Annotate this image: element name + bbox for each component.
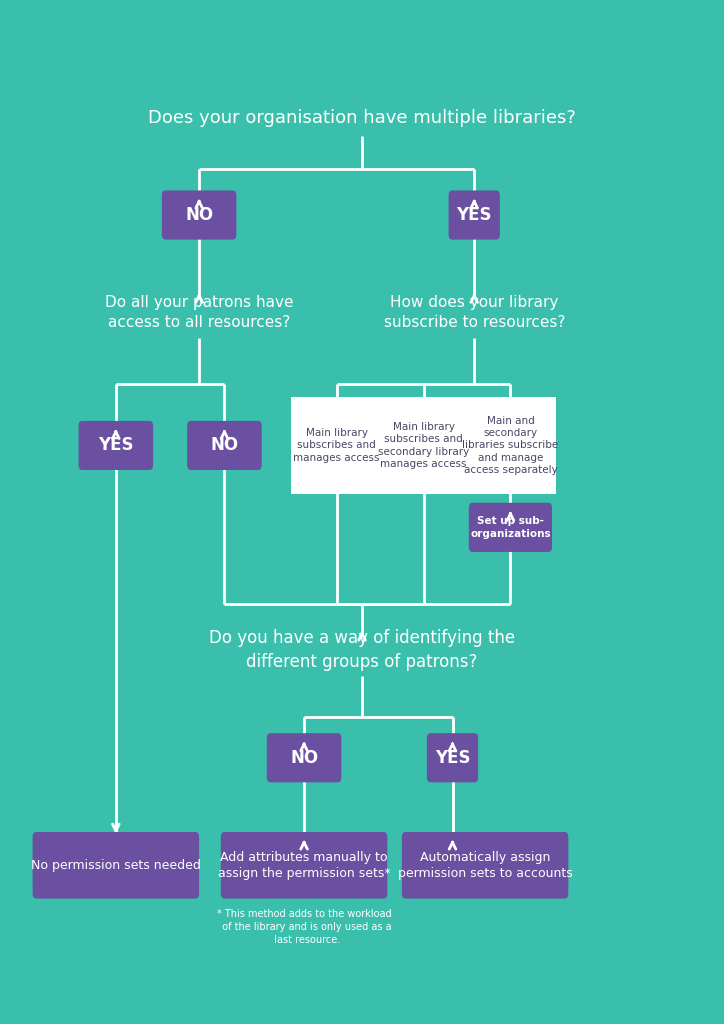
Text: Add attributes manually to
assign the permission sets*: Add attributes manually to assign the pe… [218, 851, 390, 880]
FancyBboxPatch shape [78, 421, 153, 470]
Text: Main and
secondary
libraries subscribe
and manage
access separately: Main and secondary libraries subscribe a… [463, 416, 558, 475]
FancyBboxPatch shape [465, 396, 556, 495]
Text: YES: YES [434, 749, 471, 767]
FancyBboxPatch shape [162, 190, 236, 240]
Text: NO: NO [211, 436, 238, 455]
Text: Main library
subscribes and
manages access: Main library subscribes and manages acce… [293, 428, 380, 463]
FancyBboxPatch shape [221, 831, 387, 899]
Text: YES: YES [98, 436, 134, 455]
Text: NO: NO [185, 206, 213, 224]
Text: Do you have a way of identifying the
different groups of patrons?: Do you have a way of identifying the dif… [209, 630, 515, 671]
Text: * This method adds to the workload
  of the library and is only used as a
  last: * This method adds to the workload of th… [216, 909, 392, 945]
FancyBboxPatch shape [291, 396, 382, 495]
Text: Does your organisation have multiple libraries?: Does your organisation have multiple lib… [148, 109, 576, 127]
Text: Main library
subscribes and
secondary library
manages access: Main library subscribes and secondary li… [378, 422, 469, 469]
FancyBboxPatch shape [449, 190, 500, 240]
FancyBboxPatch shape [378, 396, 469, 495]
Text: How does your library
subscribe to resources?: How does your library subscribe to resou… [384, 295, 565, 330]
Text: Automatically assign
permission sets to accounts: Automatically assign permission sets to … [397, 851, 573, 880]
FancyBboxPatch shape [266, 733, 342, 782]
FancyBboxPatch shape [427, 733, 478, 782]
Text: Set up sub-
organizations: Set up sub- organizations [470, 516, 551, 539]
Text: YES: YES [456, 206, 492, 224]
Text: No permission sets needed: No permission sets needed [31, 859, 201, 871]
FancyBboxPatch shape [187, 421, 262, 470]
Text: Do all your patrons have
access to all resources?: Do all your patrons have access to all r… [105, 295, 293, 330]
FancyBboxPatch shape [469, 503, 552, 552]
Text: NO: NO [290, 749, 318, 767]
FancyBboxPatch shape [402, 831, 568, 899]
FancyBboxPatch shape [33, 831, 199, 899]
